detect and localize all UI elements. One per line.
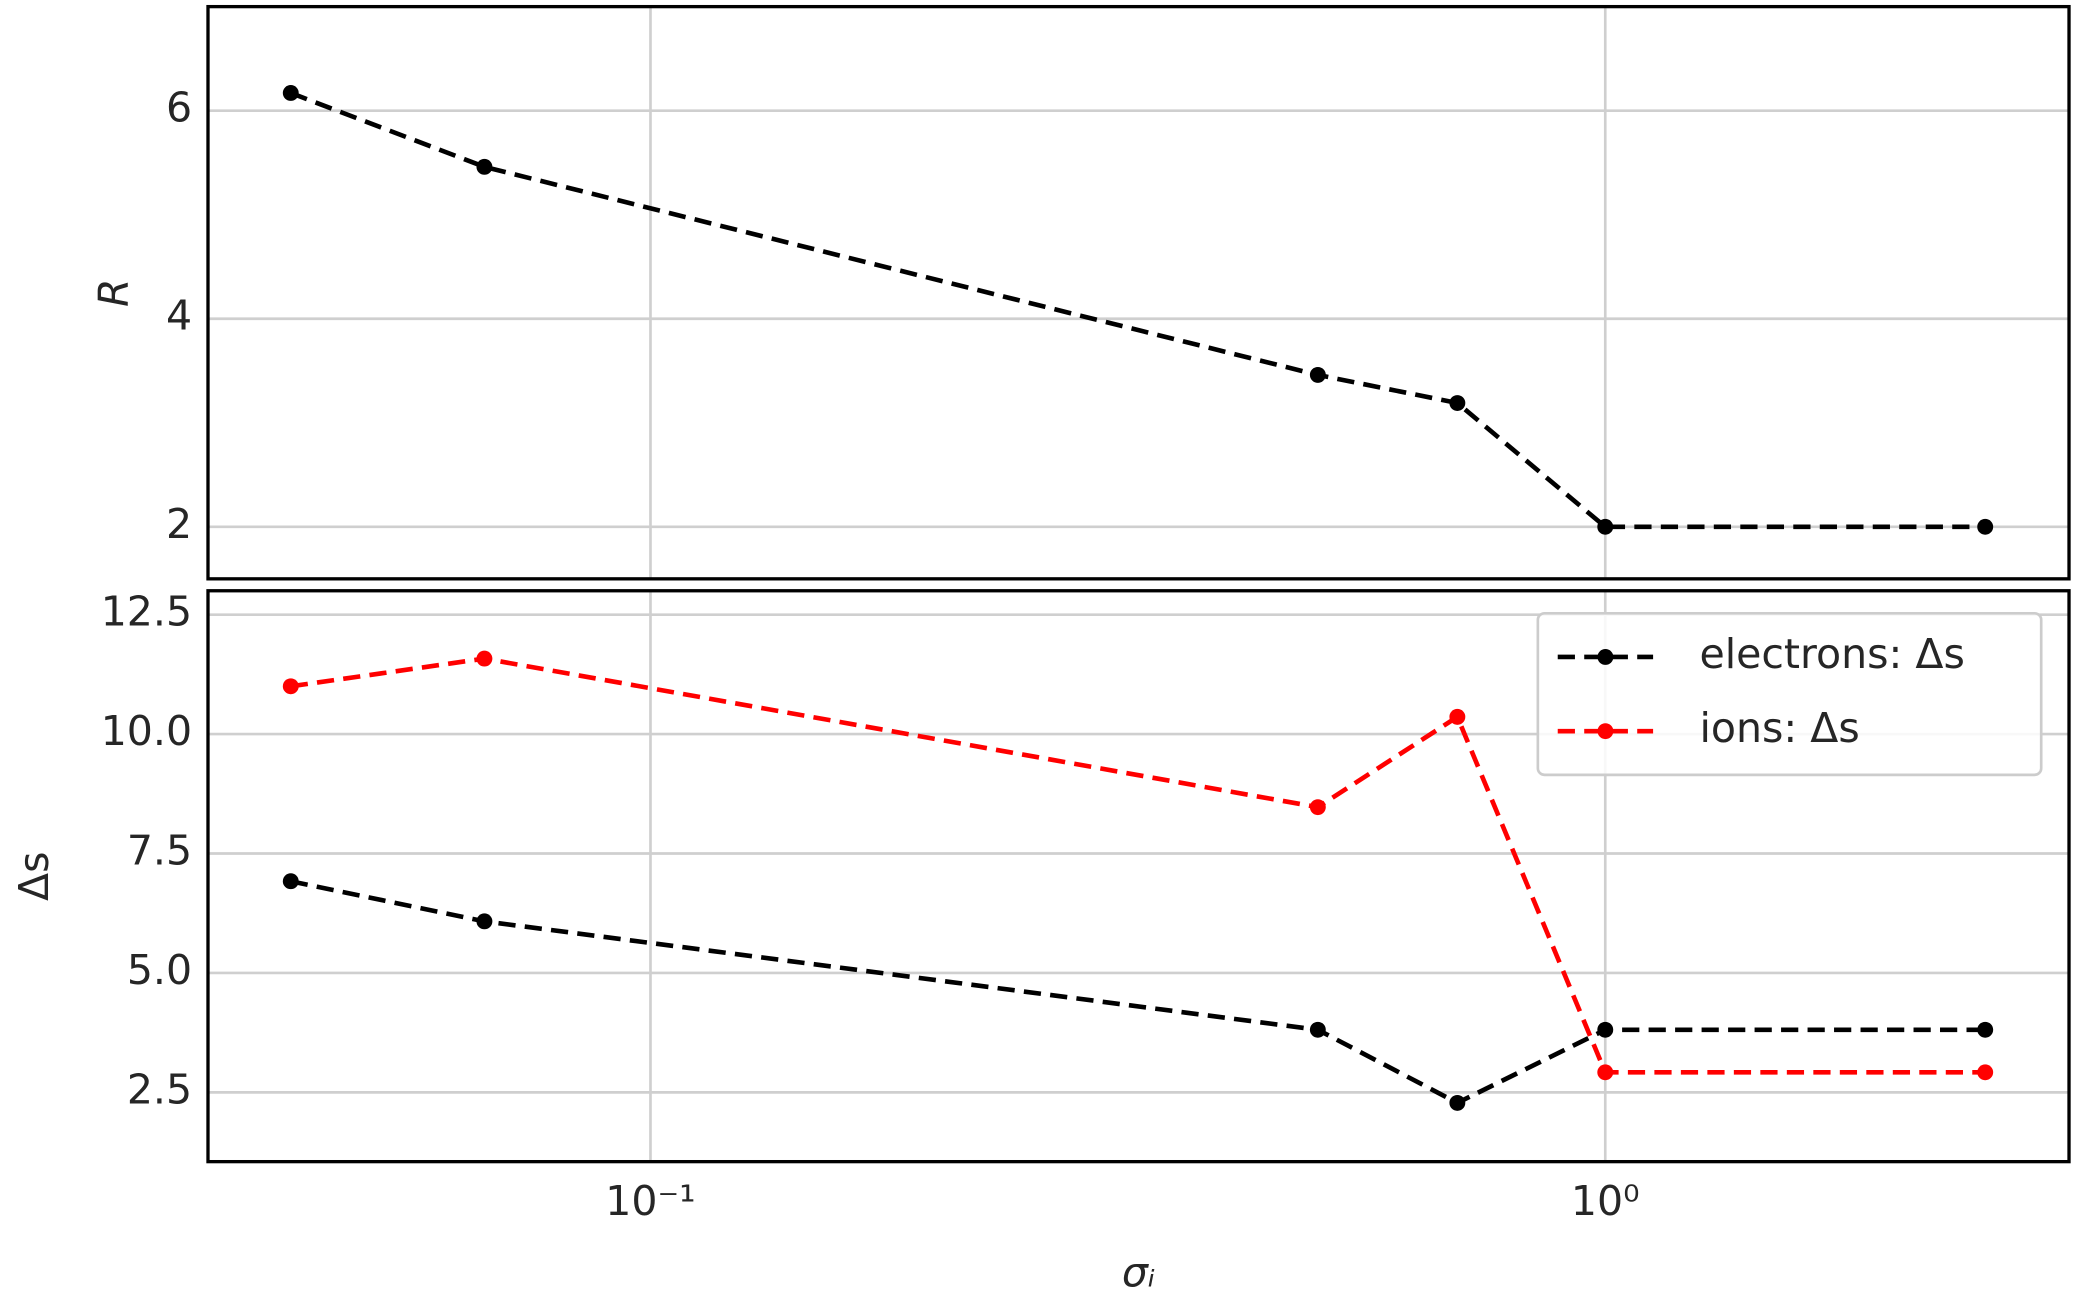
axes-frame bbox=[206, 589, 2071, 1164]
y-tick-label: 2 bbox=[166, 500, 192, 548]
series-line bbox=[290, 878, 1986, 1106]
y-axis-label: Δs bbox=[10, 851, 58, 900]
legend-label: ions: Δs bbox=[1699, 704, 1859, 752]
x-tick-label: 10⁻¹ bbox=[605, 1177, 695, 1225]
data-point bbox=[1597, 1064, 1614, 1081]
data-point bbox=[476, 913, 493, 930]
legend-marker bbox=[1597, 723, 1614, 740]
data-point bbox=[1449, 395, 1466, 411]
x-tick-label: 10⁰ bbox=[1571, 1177, 1640, 1225]
legend-marker bbox=[1597, 649, 1614, 665]
y-tick-label: 4 bbox=[166, 292, 192, 340]
data-point bbox=[1309, 1021, 1326, 1038]
y-tick-label: 2.5 bbox=[127, 1065, 192, 1113]
y-tick-label: 6 bbox=[166, 84, 192, 132]
data-point bbox=[1449, 1094, 1466, 1111]
x-axis-label: σᵢ bbox=[1122, 1249, 1155, 1297]
axes-frame bbox=[206, 4, 2071, 581]
data-point bbox=[1977, 1021, 1994, 1038]
y-tick-label: 7.5 bbox=[127, 827, 192, 875]
y-tick-label: 5.0 bbox=[127, 946, 192, 994]
data-point bbox=[282, 873, 299, 890]
data-point bbox=[1597, 518, 1614, 535]
legend-label: electrons: Δs bbox=[1699, 630, 1964, 678]
y-axis-label: R bbox=[90, 278, 138, 307]
series-line bbox=[289, 90, 1986, 530]
data-point bbox=[1309, 799, 1326, 816]
y-tick-label: 10.0 bbox=[101, 707, 192, 755]
series-line bbox=[290, 656, 1986, 1075]
data-point bbox=[282, 678, 299, 695]
data-point bbox=[1977, 518, 1994, 535]
data-point bbox=[476, 650, 493, 667]
data-point bbox=[1449, 708, 1466, 725]
data-point bbox=[476, 158, 493, 175]
legend-box bbox=[1536, 611, 2043, 777]
data-point bbox=[1977, 1064, 1994, 1081]
data-point bbox=[1597, 1021, 1614, 1038]
data-point bbox=[1309, 366, 1326, 383]
y-tick-label: 12.5 bbox=[101, 588, 192, 636]
data-point bbox=[282, 85, 299, 101]
